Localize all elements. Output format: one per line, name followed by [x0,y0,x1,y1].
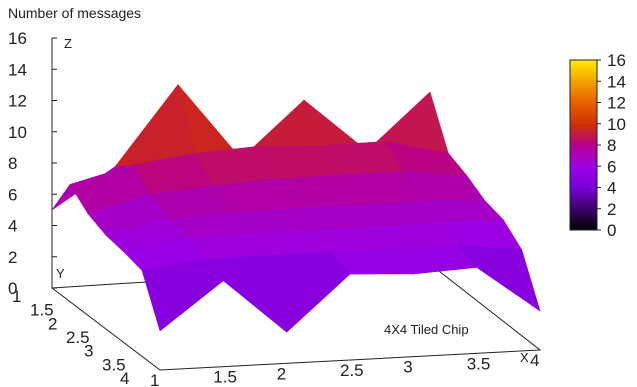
x-tick-label: 3.5 [467,354,491,373]
chip-annotation: 4X4 Tiled Chip [384,322,469,337]
x-tick-labels: 1 1.5 2 2.5 3 3.5 4 [150,351,539,387]
chart-title: Number of messages [8,5,141,21]
y-tick-labels: 1 1.52 2.53 3.54 [12,287,129,387]
colorbar-tick-label: 14 [607,72,626,91]
z-tick-labels: 16 14 12 10 8 6 4 2 0 [8,29,57,298]
colorbar-tick-label: 6 [607,157,616,176]
surface-cell [141,258,224,332]
colorbar [569,59,598,231]
z-tick-label: 2 [8,248,17,267]
y-tick-label: 1 [12,287,21,306]
colorbar-tick-label: 0 [607,221,616,240]
x-tick-label: 2.5 [340,361,364,380]
z-tick-label: 12 [8,92,27,111]
z-tick-label: 4 [8,217,17,236]
y-tick-label: 4 [120,369,129,387]
x-tick-label: 1 [150,371,159,387]
colorbar-tick-label: 10 [607,115,626,134]
z-axis-label: Z [64,36,72,51]
z-tick-label: 14 [8,60,27,79]
z-tick-label: 6 [8,185,17,204]
surface-cell [457,245,541,312]
y-tick-label: 2 [48,314,57,333]
z-tick-label: 16 [8,29,27,48]
z-tick-label: 0 [8,279,17,298]
colorbar-tick-label: 2 [607,200,616,219]
z-tick-label: 10 [8,123,27,142]
colorbar-tick-labels: 16 14 12 10 8 6 4 2 0 [597,51,626,240]
x-tick-label: 2 [277,364,286,383]
colorbar-tick-label: 16 [607,51,626,70]
y-tick-label: 3.5 [102,355,126,374]
y-tick-label: 3 [84,342,93,361]
colorbar-tick-label: 12 [607,94,626,113]
x-axis-label: X [520,350,529,365]
x-tick-label: 3 [403,358,412,377]
colorbar-tick-label: 4 [607,179,616,198]
surface-plot [51,84,541,333]
x-tick-label: 4 [530,351,539,370]
y-tick-label: 1.5 [30,301,54,320]
x-tick-label: 1.5 [213,368,237,387]
y-tick-label: 2.5 [66,328,90,347]
z-tick-label: 8 [8,154,17,173]
colorbar-tick-label: 8 [607,136,616,155]
y-axis-label: Y [56,266,65,281]
